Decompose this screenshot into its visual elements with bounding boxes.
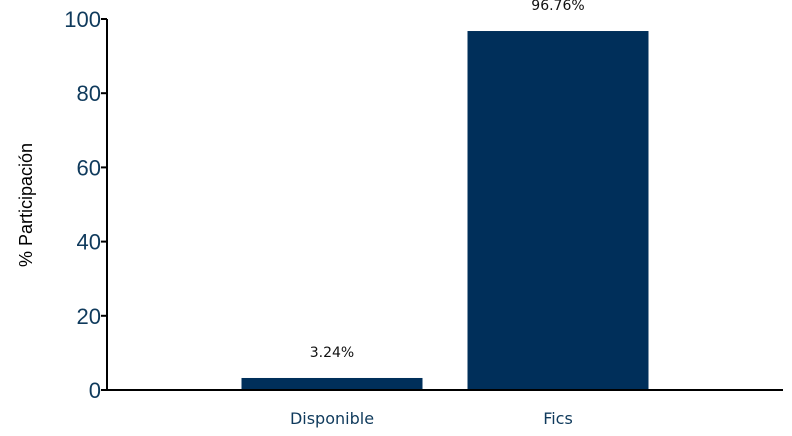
y-tick-label: 80 [77,81,101,106]
y-tick-label: 40 [77,230,101,255]
y-tick-label: 0 [89,378,101,403]
y-tick-label: 100 [64,7,101,32]
y-tick-label: 20 [77,304,101,329]
data-labels: 3.24% 96.76% [310,0,585,361]
bar-disponible [241,377,423,390]
category-label-fics: Fics [543,409,573,428]
data-label-fics: 96.76% [531,0,584,14]
bar-fics [467,31,649,391]
category-label-disponible: Disponible [290,409,374,428]
y-axis-title: % Participación [16,143,36,267]
bars [241,31,649,391]
y-axis-ticks: 0 20 40 60 80 100 [64,7,107,403]
category-labels: Disponible Fics [290,409,573,428]
data-label-disponible: 3.24% [310,345,354,361]
y-tick-label: 60 [77,155,101,180]
